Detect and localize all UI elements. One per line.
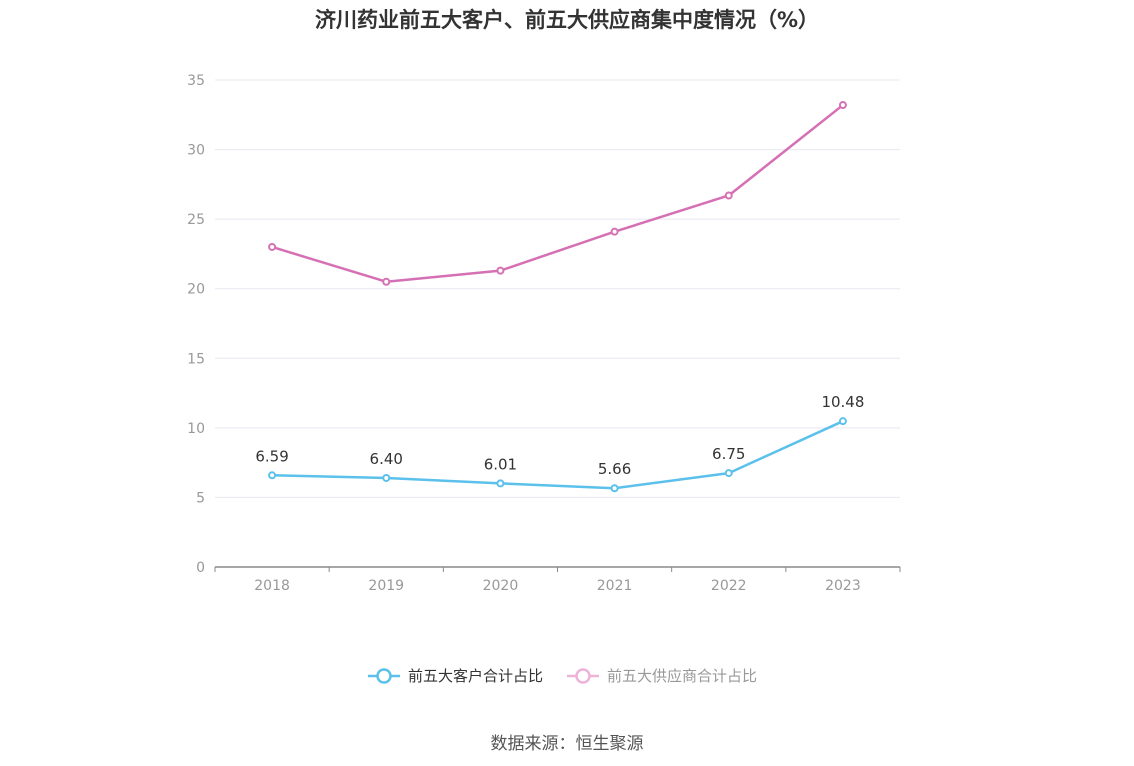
data-label: 5.66 bbox=[598, 460, 631, 478]
series-0-point bbox=[724, 469, 733, 478]
x-tick-label: 2018 bbox=[254, 578, 290, 594]
legend: 前五大客户合计占比 前五大供应商合计占比 bbox=[368, 667, 757, 685]
series-0-point bbox=[610, 484, 619, 493]
y-tick-label: 35 bbox=[187, 73, 205, 89]
series-0-point bbox=[382, 473, 391, 482]
x-tick-label: 2022 bbox=[711, 578, 747, 594]
series-0-point bbox=[496, 479, 505, 488]
series-line-1 bbox=[270, 103, 845, 284]
chart-title: 济川药业前五大客户、前五大供应商集中度情况（%） bbox=[314, 8, 820, 32]
y-tick-label: 25 bbox=[187, 212, 205, 228]
axes: 0 5 10 15 20 25 30 35 2018 2019 2020 2021 2022 2023 bbox=[187, 73, 901, 594]
data-label: 6.75 bbox=[712, 445, 745, 463]
series-1-point bbox=[610, 227, 619, 236]
y-tick-label: 20 bbox=[187, 282, 205, 298]
x-tick-label: 2019 bbox=[368, 578, 404, 594]
series-lines bbox=[268, 101, 847, 493]
legend-item-0[interactable]: 前五大客户合计占比 bbox=[368, 667, 543, 685]
y-tick-label: 15 bbox=[187, 351, 205, 367]
data-label: 10.48 bbox=[821, 393, 864, 411]
x-tick-label: 2023 bbox=[825, 578, 861, 594]
y-tick-label: 0 bbox=[196, 560, 205, 576]
data-label: 6.01 bbox=[484, 455, 517, 473]
data-label: 6.40 bbox=[370, 450, 403, 468]
x-tick-label: 2020 bbox=[483, 578, 519, 594]
series-1-point bbox=[382, 277, 391, 286]
legend-swatch-marker bbox=[376, 668, 392, 684]
series-0-point bbox=[268, 471, 277, 480]
data-label: 6.59 bbox=[255, 447, 288, 465]
y-tick-label: 30 bbox=[187, 143, 205, 159]
legend-label: 前五大客户合计占比 bbox=[408, 667, 543, 685]
x-tick-label: 2021 bbox=[597, 578, 633, 594]
legend-label: 前五大供应商合计占比 bbox=[607, 667, 757, 685]
y-tick-label: 10 bbox=[187, 421, 205, 437]
series-1-point bbox=[724, 191, 733, 200]
series-0-point bbox=[838, 417, 847, 426]
legend-swatch-marker bbox=[575, 668, 591, 684]
data-source-note: 数据来源：恒生聚源 bbox=[490, 734, 644, 754]
series-1-point bbox=[496, 266, 505, 275]
data-labels: 6.59 6.40 6.01 5.66 6.75 10.48 bbox=[255, 393, 864, 478]
series-1-point bbox=[268, 242, 277, 251]
legend-item-1[interactable]: 前五大供应商合计占比 bbox=[567, 667, 757, 685]
series-line-0 bbox=[270, 419, 845, 490]
y-tick-label: 5 bbox=[196, 490, 205, 506]
series-1-point bbox=[838, 101, 847, 110]
